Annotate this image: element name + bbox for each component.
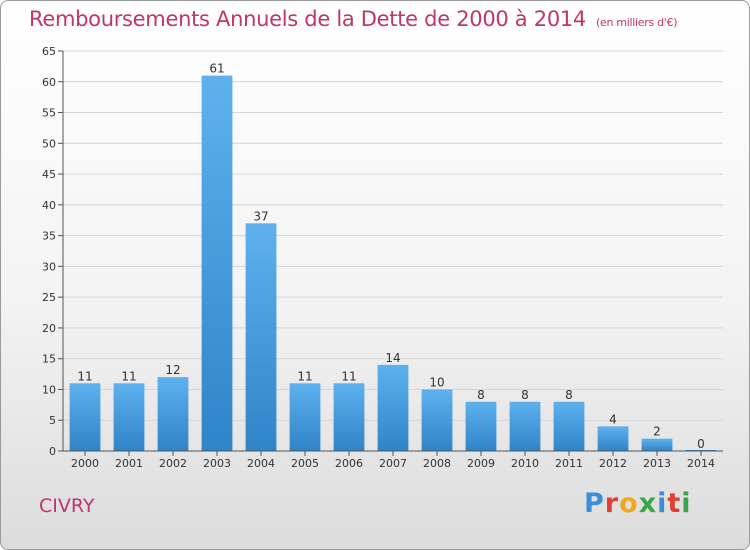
data-label: 11 <box>341 369 356 383</box>
data-label: 0 <box>697 437 705 451</box>
data-label: 14 <box>385 351 400 365</box>
x-tick-label: 2004 <box>247 457 275 470</box>
bar <box>113 383 145 451</box>
data-label: 61 <box>209 62 224 76</box>
data-label: 4 <box>609 412 617 426</box>
x-tick-label: 2009 <box>467 457 495 470</box>
bar <box>333 383 365 451</box>
y-tick-label: 5 <box>49 414 56 427</box>
x-tick-label: 2003 <box>203 457 231 470</box>
x-tick-label: 2001 <box>115 457 143 470</box>
bar <box>201 75 233 451</box>
data-label: 11 <box>121 369 136 383</box>
y-tick-label: 10 <box>42 383 56 396</box>
y-axis: 0 5 10 15 20 25 30 35 40 45 50 55 60 65 <box>42 45 64 458</box>
y-tick-label: 20 <box>42 322 56 335</box>
bar <box>641 438 673 451</box>
y-tick-label: 50 <box>42 137 56 150</box>
bars: 11 11 12 61 37 11 11 14 10 8 8 8 4 2 0 <box>69 62 717 451</box>
y-tick-label: 35 <box>42 230 56 243</box>
town-name: CIVRY <box>39 495 95 517</box>
x-tick-label: 2006 <box>335 457 363 470</box>
chart-title: Remboursements Annuels de la Dette de 20… <box>29 7 677 31</box>
y-tick-label: 60 <box>42 76 56 89</box>
x-axis: 2000 2001 2002 2003 2004 2005 2006 2007 2008 2009… <box>63 450 723 470</box>
bar <box>465 401 497 451</box>
x-tick-label: 2008 <box>423 457 451 470</box>
x-tick-label: 2014 <box>687 457 715 470</box>
data-label: 12 <box>165 363 180 377</box>
bar <box>245 223 277 451</box>
data-label: 8 <box>477 388 485 402</box>
logo-letter: o <box>619 488 639 519</box>
bar <box>597 426 629 451</box>
x-tick-label: 2012 <box>599 457 627 470</box>
x-tick-label: 2002 <box>159 457 187 470</box>
data-label: 2 <box>653 425 661 439</box>
logo-letter: x <box>638 488 658 519</box>
bar <box>553 401 585 451</box>
data-label: 10 <box>429 375 444 389</box>
data-label: 8 <box>565 388 573 402</box>
data-label: 8 <box>521 388 529 402</box>
logo-letter: r <box>604 488 620 519</box>
bar <box>421 389 453 451</box>
proxiti-logo[interactable]: Proxiti <box>584 488 692 519</box>
chart-title-text: Remboursements Annuels de la Dette de 20… <box>29 7 586 31</box>
x-tick-label: 2005 <box>291 457 319 470</box>
bar <box>509 401 541 451</box>
y-tick-label: 65 <box>42 45 56 58</box>
bar <box>157 377 189 451</box>
y-tick-label: 0 <box>49 445 56 458</box>
x-tick-label: 2011 <box>555 457 583 470</box>
x-tick-label: 2007 <box>379 457 407 470</box>
x-tick-label: 2010 <box>511 457 539 470</box>
logo-letter: t <box>667 488 682 519</box>
y-tick-label: 45 <box>42 168 56 181</box>
bar <box>289 383 321 451</box>
x-tick-label: 2013 <box>643 457 671 470</box>
chart-subtitle: (en milliers d'€) <box>596 16 678 29</box>
y-tick-label: 25 <box>42 291 56 304</box>
data-label: 11 <box>77 369 92 383</box>
y-tick-label: 30 <box>42 260 56 273</box>
x-tick-label: 2000 <box>71 457 99 470</box>
bar <box>69 383 101 451</box>
bar <box>377 364 409 451</box>
y-tick-label: 55 <box>42 107 56 120</box>
logo-letter: P <box>584 488 605 519</box>
data-label: 37 <box>253 209 268 223</box>
data-label: 11 <box>297 369 312 383</box>
y-tick-label: 15 <box>42 353 56 366</box>
y-tick-label: 40 <box>42 199 56 212</box>
logo-letter: i <box>657 488 668 519</box>
logo-letter: i <box>681 488 692 519</box>
